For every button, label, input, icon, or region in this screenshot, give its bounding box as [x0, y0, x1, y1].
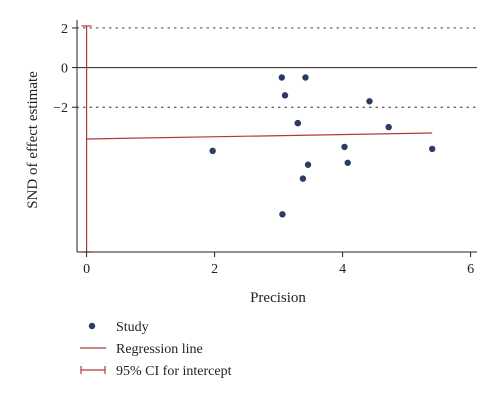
study-point: [299, 175, 307, 182]
study-point: [385, 123, 392, 131]
study-point: [281, 92, 289, 99]
study-point: [279, 211, 286, 218]
x-axis-label: Precision: [250, 290, 306, 306]
legend-label-regression: Regression line: [116, 342, 203, 357]
study-point: [341, 143, 348, 151]
study-point: [366, 98, 373, 105]
x-tick-label: 2: [211, 262, 218, 277]
y-tick-label: 0: [61, 62, 68, 77]
x-tick-label: 6: [467, 262, 474, 277]
axes: 2 0 −2 0 2 4 6: [53, 20, 477, 277]
regression-line: [86, 132, 433, 140]
plot-area: [76, 25, 478, 253]
y-axis-label: SND of effect estimate: [25, 71, 41, 209]
study-point: [304, 161, 312, 168]
study-point: [294, 119, 301, 127]
legend-point-icon: [88, 322, 96, 330]
y-tick-label: −2: [53, 101, 68, 116]
study-point: [302, 74, 309, 81]
study-point: [209, 147, 216, 155]
study-point: [344, 159, 351, 166]
y-tick-label: 2: [61, 22, 68, 37]
legend-label-study: Study: [116, 320, 149, 335]
x-tick-label: 0: [83, 262, 90, 277]
study-point: [429, 145, 436, 153]
legend-label-ci: 95% CI for intercept: [116, 364, 232, 379]
x-tick-label: 4: [339, 262, 346, 277]
legend: Study Regression line 95% CI for intercept: [80, 320, 232, 379]
study-point: [278, 74, 285, 81]
